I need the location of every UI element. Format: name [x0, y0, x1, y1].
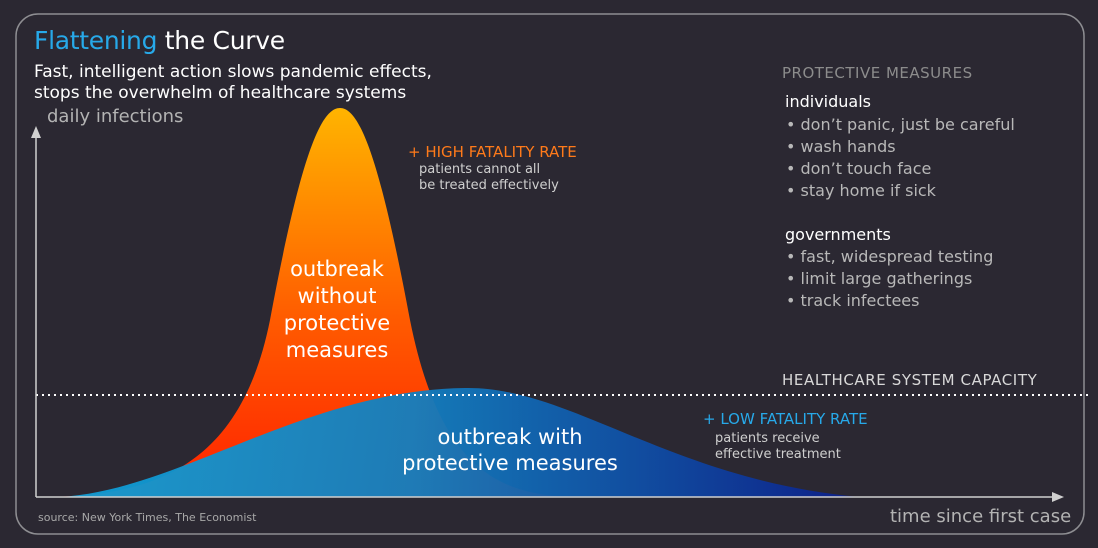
measure-item: • limit large gatherings — [786, 269, 973, 288]
subtitle-line: stops the overwhelm of healthcare system… — [34, 83, 407, 103]
source-note: source: New York Times, The Economist — [38, 511, 257, 524]
curve-label-line: protective — [283, 311, 391, 335]
subtitle: Fast, intelligent action slows pandemic … — [34, 62, 432, 104]
curve-label-line: outbreak with — [437, 425, 583, 449]
group-governments-heading: governments — [785, 225, 891, 244]
high-fatality-line: be treated effectively — [419, 178, 559, 193]
measure-item: • stay home if sick — [786, 181, 936, 200]
frame-border — [15, 13, 1085, 535]
low-fatality-text: patients receive effective treatment — [715, 431, 841, 463]
curve-label-line: without — [297, 284, 377, 308]
curve-with-measures — [50, 387, 860, 497]
protective-measures-title: PROTECTIVE MEASURES — [782, 64, 973, 82]
capacity-label: HEALTHCARE SYSTEM CAPACITY — [782, 371, 1038, 389]
measure-item: • don’t panic, just be careful — [786, 115, 1015, 134]
subtitle-line: Fast, intelligent action slows pandemic … — [34, 62, 432, 82]
measure-item: • track infectees — [786, 291, 920, 310]
x-axis-arrow — [1052, 492, 1064, 502]
curve-without-measures — [40, 108, 580, 497]
measure-item: • fast, widespread testing — [786, 247, 994, 266]
y-axis-arrow — [31, 126, 41, 138]
low-fatality-line: patients receive — [715, 431, 820, 446]
measure-item: • don’t touch face — [786, 159, 932, 178]
x-axis-label: time since first case — [890, 506, 1072, 527]
measure-item: • wash hands — [786, 137, 896, 156]
high-fatality-heading: + HIGH FATALITY RATE — [408, 143, 577, 161]
high-fatality-line: patients cannot all — [419, 162, 541, 177]
curve-label-line: protective measures — [402, 451, 618, 475]
title-rest: the Curve — [157, 26, 285, 55]
without-measures-label: outbreak without protective measures — [252, 256, 422, 364]
y-axis-label: daily infections — [47, 106, 184, 127]
low-fatality-line: effective treatment — [715, 447, 841, 462]
low-fatality-heading: + LOW FATALITY RATE — [703, 410, 868, 428]
curve-label-line: outbreak — [290, 257, 384, 281]
title-accent: Flattening — [34, 26, 158, 55]
page-title: Flattening the Curve — [34, 26, 285, 55]
group-individuals-heading: individuals — [785, 92, 871, 111]
high-fatality-text: patients cannot all be treated effective… — [419, 162, 559, 194]
with-measures-label: outbreak with protective measures — [370, 424, 650, 476]
curve-label-line: measures — [285, 338, 389, 362]
